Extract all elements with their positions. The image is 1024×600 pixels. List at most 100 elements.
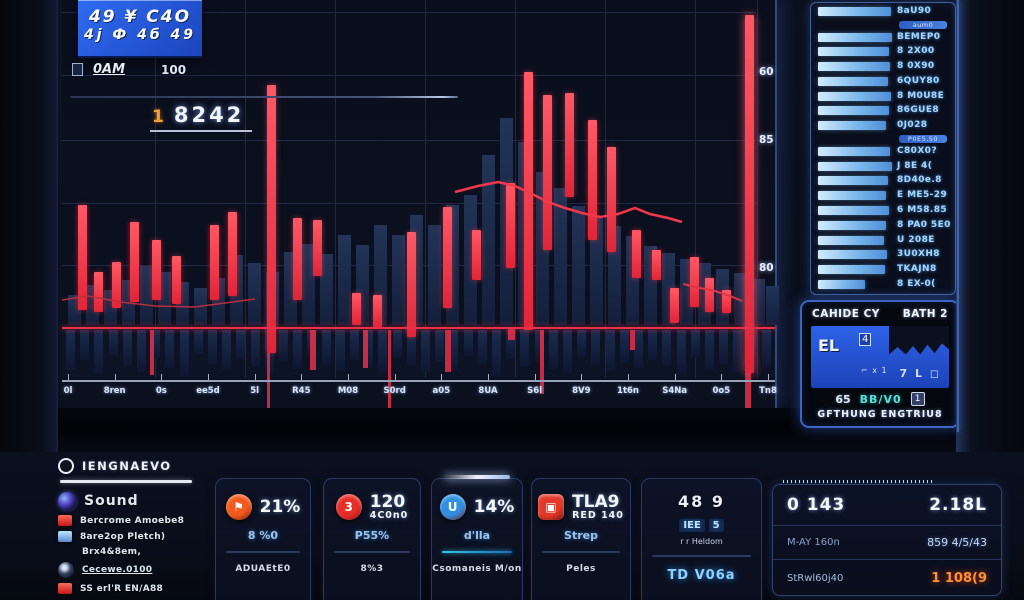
candle-bar <box>130 222 139 302</box>
reflection-bar <box>122 330 132 366</box>
orderbook-row[interactable]: E ME5-29 <box>815 189 951 203</box>
volume-bar <box>140 266 153 325</box>
candle-bar <box>352 293 361 325</box>
candle-bar <box>524 72 533 330</box>
candle-bar <box>565 93 574 197</box>
orderbook-row[interactable]: 3U0XH8 <box>815 248 951 262</box>
tick-strip-decoration <box>783 480 933 483</box>
orderbook-value: 8aU90 <box>897 6 932 16</box>
orderbook-row[interactable]: 8aU90 <box>815 5 951 19</box>
candle-bar <box>705 278 714 312</box>
watchlist-item[interactable]: Brx4&8em, <box>58 547 216 557</box>
grid-line-horizontal <box>62 140 756 141</box>
bell-icon: 3 <box>335 494 362 520</box>
stat-card-5[interactable]: 48 9 IEE 5 r r Heldom TD V06a <box>641 478 762 600</box>
price-drip-bar <box>388 330 391 436</box>
reflection-bar <box>548 330 558 369</box>
stat-card-sub: 8 %0 <box>247 529 279 542</box>
watchlist-items: Sound Bercrome Amoebe8 8are2op Pletch) Brx4… <box>58 492 216 594</box>
candle-bar <box>78 205 87 310</box>
depth-bar <box>818 220 887 230</box>
x-axis-tick-label: S0rd <box>383 386 406 396</box>
stat-card-1[interactable]: ⚑ 21% 8 %0 ADUAEtE0 <box>215 478 311 600</box>
disc-icon <box>58 562 74 578</box>
volume-bar <box>68 295 81 325</box>
summary-table-card[interactable]: 0 143 2.18L M-AY 160n 859 4/5/43 StRwl60j40 1… <box>772 480 1002 596</box>
reflection-bar <box>719 330 729 364</box>
volume-bar <box>572 206 585 325</box>
candle-bar <box>267 85 276 353</box>
stat-card-label: Peles <box>566 564 596 574</box>
reflection-bar <box>534 330 544 361</box>
orderbook-row[interactable]: 8 EX-0( <box>815 278 951 292</box>
currency-chip-count[interactable]: 1 <box>910 392 925 406</box>
watchlist-item[interactable]: Sound <box>58 492 216 510</box>
candle-bar <box>607 147 616 252</box>
volume-bar <box>464 195 477 325</box>
currency-chip-value[interactable]: 65 <box>835 392 851 406</box>
x-axis-tick-mark <box>721 374 723 380</box>
orderbook-row[interactable]: 0J028 <box>815 119 951 133</box>
watchlist-item[interactable]: SS erl'R EN/A88 <box>58 583 216 594</box>
orderbook-row[interactable]: 8 M0U8E <box>815 90 951 104</box>
orderbook-row[interactable]: C80X0? <box>815 145 951 159</box>
candle-bar <box>443 207 452 308</box>
orderbook-value: U 208E <box>897 234 935 245</box>
price-drip-bar <box>267 353 270 412</box>
reflection-bar <box>250 330 260 367</box>
summary-table-row[interactable]: StRwl60j40 1 108(9 <box>773 560 1001 596</box>
watchlist-title: IENGNAEVO <box>82 459 172 473</box>
current-price: 1 8242 <box>150 103 253 132</box>
orderbook-row[interactable]: 86GUE8 <box>815 104 951 118</box>
grid-line-vertical <box>757 0 758 378</box>
depth-bar <box>818 7 891 16</box>
logo-line-2: 4j Ф 4б 49 <box>83 27 197 43</box>
x-axis-tick-mark <box>301 374 303 380</box>
orderbook-row[interactable]: 6QUY80 <box>815 75 951 89</box>
depth-bar <box>818 32 892 42</box>
depth-bar <box>818 91 891 101</box>
watchlist-item[interactable]: 8are2op Pletch) <box>58 531 216 542</box>
grid-line-vertical <box>425 0 426 378</box>
orderbook-row[interactable]: 8 0X90 <box>815 60 951 74</box>
orderbook-row[interactable]: 8 PA0 5E0 <box>815 219 951 233</box>
x-axis-tick-mark <box>394 374 396 380</box>
flag-icon: ⚑ <box>225 494 252 520</box>
mini-chart-glyph-c: ⌐ x 1 <box>861 366 888 375</box>
grid-line-vertical <box>605 0 606 378</box>
reflection-bar <box>378 330 388 374</box>
grid-line-horizontal <box>62 75 756 76</box>
depth-bar <box>818 47 889 57</box>
candle-bar <box>407 232 416 337</box>
x-axis-tick-label: R45 <box>292 386 311 396</box>
reflection-bar <box>279 330 288 361</box>
reflection-bar <box>293 330 303 369</box>
x-axis-tick-mark <box>68 374 69 380</box>
orderbook-row[interactable]: U 208E <box>815 234 951 248</box>
currency-panel: CAHIDE CY BATH 2 EL 4 ⌐ x 1 7 L ◻ 65 BB/… <box>800 300 960 428</box>
summary-table-row[interactable]: M-AY 160n 859 4/5/43 <box>773 526 1001 560</box>
reflection-bar <box>364 330 374 368</box>
watchlist-item[interactable]: Bercrome Amoebe8 <box>58 515 216 526</box>
watchlist-item[interactable]: Cecewe.0100 <box>58 562 216 578</box>
orderbook-row[interactable]: 8 2X00 <box>815 45 951 59</box>
orderbook-row[interactable]: BEMEP0 <box>815 31 951 45</box>
reflection-bar <box>335 330 345 371</box>
currency-chip-pair[interactable]: BB/V0 <box>859 392 902 406</box>
reflection-bar <box>80 330 90 360</box>
reflection-bar <box>406 330 416 366</box>
orderbook-row[interactable]: 6 M58.85 <box>815 204 951 218</box>
stat-card-4[interactable]: ▣ TLA9 RED 140 Strep Peles <box>531 478 631 600</box>
stat-card-sub: d'lla <box>463 529 491 542</box>
stat-card-top: ⚑ 21% <box>216 494 310 520</box>
stat-card-3[interactable]: U 14% d'lla Csomaneis M/on <box>431 475 523 600</box>
orderbook-row[interactable]: 8D40e.8 <box>815 174 951 188</box>
orderbook-row[interactable]: TKAJN8 <box>815 263 951 277</box>
orderbook-value: 6QUY80 <box>897 75 940 86</box>
stat-card-2[interactable]: 3 120 4C0n0 P55% 8%3 <box>323 478 421 600</box>
x-axis-tick-mark <box>254 374 256 380</box>
orderbook-row[interactable]: J 8E 4( <box>815 160 951 174</box>
summary-table-row[interactable]: 0 143 2.18L <box>773 485 1001 526</box>
x-axis-tick-label: M08 <box>337 386 359 396</box>
